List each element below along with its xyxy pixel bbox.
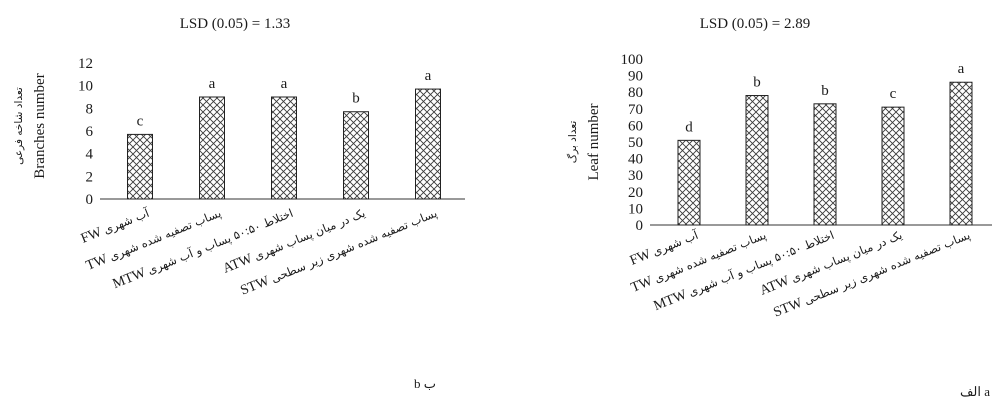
y-tick-label: 10 xyxy=(78,79,93,95)
y-tick-label: 30 xyxy=(628,168,643,184)
y-ticks-group: 0 2 4 6 8 10 12 xyxy=(78,56,94,208)
branches-chart: LSD (0.05) = 1.33 Branches number تعداد … xyxy=(13,16,465,391)
bar-stw xyxy=(949,81,973,226)
bar-mtw xyxy=(813,103,837,226)
significance-letter: b xyxy=(753,75,761,91)
bar-tw xyxy=(199,96,225,200)
chart-title: LSD (0.05) = 1.33 xyxy=(180,16,291,32)
y-tick-label: 6 xyxy=(86,124,94,140)
y-tick-label: 70 xyxy=(628,102,643,118)
significance-letter: b xyxy=(352,91,360,107)
significance-letter: d xyxy=(685,119,693,135)
y-tick-label: 0 xyxy=(86,192,94,208)
panel-label: الف a xyxy=(960,384,990,399)
significance-letter: a xyxy=(958,61,965,77)
y-tick-label: 10 xyxy=(628,201,643,217)
letters-group: c a a b a xyxy=(137,68,432,129)
y-axis-label-persian: تعداد شاخه فرعی xyxy=(13,87,25,165)
bar-atw xyxy=(881,106,905,226)
bar-tw xyxy=(745,95,769,226)
y-tick-label: 80 xyxy=(628,85,643,101)
significance-letter: c xyxy=(137,113,144,129)
y-tick-label: 4 xyxy=(86,147,94,163)
significance-letter: c xyxy=(890,86,897,102)
y-tick-label: 12 xyxy=(78,56,93,72)
bar-stw xyxy=(415,88,441,200)
y-axis-label: Leaf number xyxy=(586,103,602,180)
panel-label: b ب xyxy=(414,376,436,391)
leaf-chart: LSD (0.05) = 2.89 Leaf number تعداد برگ … xyxy=(565,16,992,399)
y-tick-label: 100 xyxy=(621,52,644,68)
y-axis-label-persian: تعداد برگ xyxy=(565,121,579,164)
bar-atw xyxy=(343,111,369,200)
bar-fw xyxy=(127,133,153,200)
letters-group: d b b c a xyxy=(685,61,964,135)
significance-letter: b xyxy=(821,83,829,99)
bars-group xyxy=(677,81,973,226)
y-tick-label: 8 xyxy=(86,101,94,117)
bars-group xyxy=(127,88,441,200)
y-tick-label: 90 xyxy=(628,69,643,85)
y-tick-label: 60 xyxy=(628,118,643,134)
y-tick-label: 20 xyxy=(628,185,643,201)
y-tick-label: 50 xyxy=(628,135,643,151)
y-tick-label: 40 xyxy=(628,152,643,168)
chart-title: LSD (0.05) = 2.89 xyxy=(700,16,811,32)
significance-letter: a xyxy=(425,68,432,84)
bar-mtw xyxy=(271,96,297,200)
significance-letter: a xyxy=(281,76,288,92)
y-tick-label: 0 xyxy=(636,218,644,234)
y-tick-label: 2 xyxy=(86,169,94,185)
significance-letter: a xyxy=(209,76,216,92)
y-axis-label: Branches number xyxy=(32,73,48,178)
bar-fw xyxy=(677,139,701,226)
